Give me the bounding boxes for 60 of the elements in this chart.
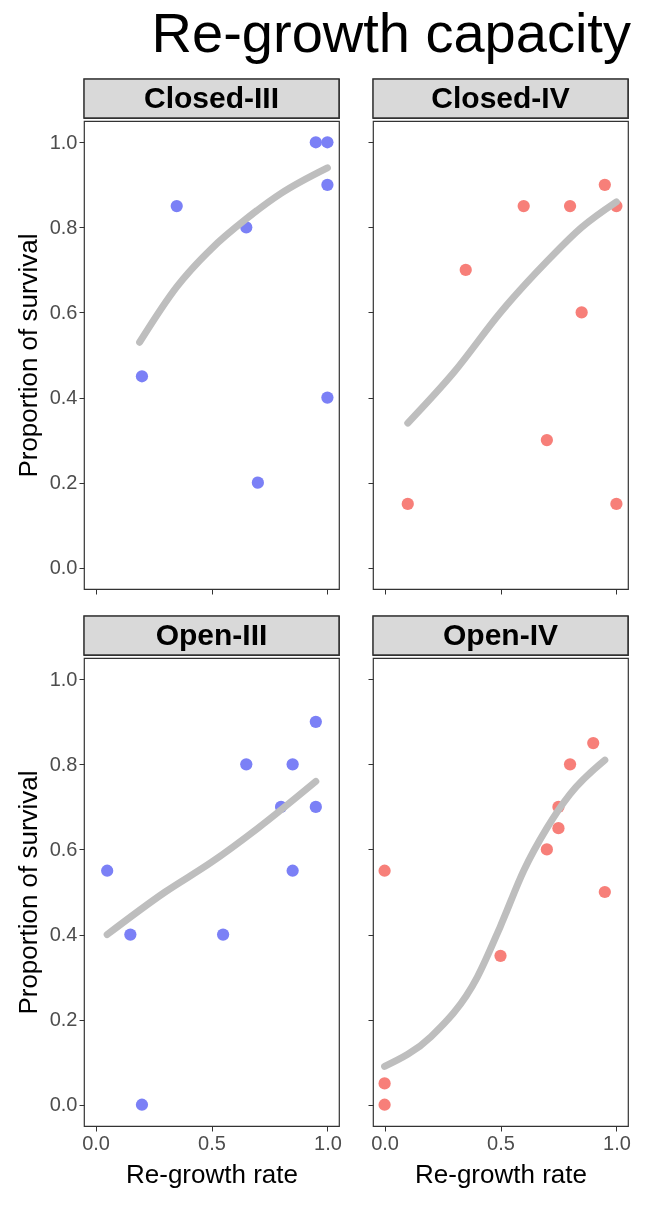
y-tick-label: 1.0 xyxy=(49,667,78,690)
x-tick-label: 1.0 xyxy=(314,1131,342,1154)
y-axis-title: Proportion of survival xyxy=(12,233,43,478)
point xyxy=(552,822,565,835)
point xyxy=(321,178,334,191)
text: Re-growth capacity xyxy=(151,0,631,64)
x-tick-label: 1.0 xyxy=(603,1131,631,1154)
point xyxy=(610,497,623,511)
point xyxy=(587,736,600,750)
point xyxy=(598,178,611,191)
chart-title: Open-IV xyxy=(442,618,559,651)
point xyxy=(517,199,530,213)
y-tick-label: 0.4 xyxy=(49,923,78,946)
chart-title: Closed-IV xyxy=(431,81,570,114)
point xyxy=(286,864,299,877)
point xyxy=(240,758,253,771)
point xyxy=(309,800,322,814)
x-tick-label: 0.0 xyxy=(371,1131,399,1154)
y-tick-label: 1.0 xyxy=(49,130,78,153)
point xyxy=(251,476,264,489)
x-axis-title: Re-growth rate xyxy=(126,1158,298,1189)
point xyxy=(378,1098,391,1111)
point xyxy=(101,864,114,877)
point xyxy=(135,1098,149,1111)
y-tick-label: 0.4 xyxy=(49,386,78,409)
y-tick-label: 0.6 xyxy=(49,837,78,860)
point xyxy=(378,864,391,877)
point xyxy=(286,758,299,771)
point xyxy=(563,199,577,213)
point xyxy=(216,928,230,941)
point xyxy=(135,370,149,383)
point xyxy=(563,758,577,771)
x-tick-label: 0.0 xyxy=(82,1131,110,1154)
y-tick-label: 0.0 xyxy=(49,1093,78,1116)
point xyxy=(401,497,414,511)
point xyxy=(575,306,588,319)
point xyxy=(540,843,553,856)
x-axis-title: Re-growth rate xyxy=(415,1158,587,1189)
point xyxy=(309,136,322,149)
point xyxy=(124,928,137,941)
point xyxy=(540,433,553,447)
point xyxy=(321,136,334,149)
point xyxy=(494,949,507,962)
point xyxy=(459,263,472,277)
point xyxy=(321,391,334,404)
x-tick-label: 0.5 xyxy=(487,1131,515,1154)
y-tick-label: 0.0 xyxy=(49,556,78,579)
point xyxy=(378,1077,391,1090)
chart-title: Open-III xyxy=(155,618,268,651)
chart-title: Closed-III xyxy=(143,81,280,114)
point xyxy=(309,715,322,728)
y-tick-label: 0.2 xyxy=(49,471,78,494)
y-tick-label: 0.2 xyxy=(49,1008,78,1031)
point xyxy=(170,199,183,213)
point xyxy=(598,885,611,899)
x-tick-label: 0.5 xyxy=(198,1131,226,1154)
y-axis-title: Proportion of survival xyxy=(12,770,43,1015)
y-tick-label: 0.8 xyxy=(49,215,78,238)
y-tick-label: 0.6 xyxy=(49,300,78,323)
y-tick-label: 0.8 xyxy=(49,752,78,775)
